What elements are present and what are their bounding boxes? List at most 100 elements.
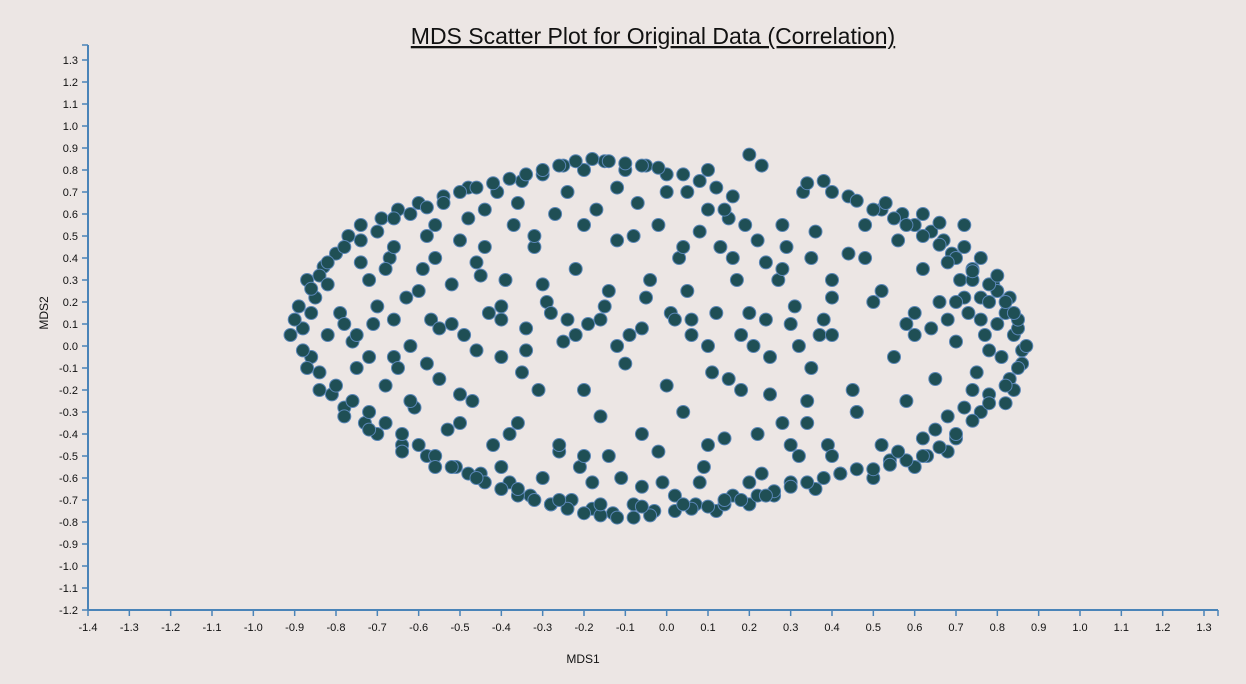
scatter-point bbox=[812, 328, 827, 342]
scatter-point bbox=[1019, 339, 1034, 353]
scatter-point bbox=[866, 462, 881, 477]
x-tick-label: 0.3 bbox=[783, 622, 798, 634]
scatter-point bbox=[915, 207, 930, 221]
scatter-point bbox=[742, 147, 757, 162]
scatter-point bbox=[362, 405, 377, 419]
scatter-point bbox=[634, 499, 649, 514]
scatter-point bbox=[887, 350, 901, 364]
scatter-point bbox=[816, 174, 831, 188]
x-tick-label: 1.3 bbox=[1196, 622, 1211, 634]
scatter-point bbox=[568, 262, 583, 276]
scatter-point bbox=[701, 202, 715, 217]
scatter-point bbox=[734, 328, 749, 342]
scatter-point bbox=[552, 493, 567, 507]
scatter-point bbox=[461, 211, 476, 226]
scatter-point bbox=[957, 400, 972, 415]
x-axis-title: MDS1 bbox=[566, 652, 600, 666]
scatter-point bbox=[320, 255, 335, 270]
scatter-point bbox=[977, 328, 992, 342]
scatter-point bbox=[961, 306, 976, 320]
scatter-point bbox=[651, 160, 666, 175]
scatter-point bbox=[304, 306, 319, 320]
scatter-point bbox=[874, 438, 889, 452]
scatter-point bbox=[295, 343, 310, 358]
scatter-point bbox=[614, 471, 629, 485]
y-tick-label: 1.2 bbox=[63, 77, 78, 89]
scatter-point bbox=[295, 321, 310, 336]
scatter-point bbox=[965, 383, 980, 397]
scatter-point bbox=[982, 277, 997, 292]
scatter-point bbox=[494, 460, 509, 474]
scatter-point bbox=[651, 218, 666, 232]
scatter-point bbox=[560, 185, 575, 199]
scatter-point bbox=[494, 482, 509, 496]
scatter-point bbox=[378, 416, 393, 430]
y-tick-label: 0.1 bbox=[63, 319, 78, 331]
y-axis: 1.3 1.2 1.1 1.0 0.9 0.8 0.7 0.6 0.5 0.4 0.3 0.2 0.1 0… bbox=[59, 44, 89, 617]
scatter-point bbox=[337, 317, 352, 331]
scatter-point bbox=[601, 154, 616, 169]
scatter-point bbox=[804, 361, 819, 375]
x-tick-label: -1.2 bbox=[161, 622, 180, 634]
scatter-point bbox=[849, 193, 864, 208]
scatter-point bbox=[928, 372, 943, 386]
scatter-point bbox=[444, 277, 459, 292]
scatter-point bbox=[510, 482, 525, 496]
scatter-point bbox=[800, 176, 815, 191]
scatter-point bbox=[676, 167, 691, 182]
scatter-point bbox=[1006, 306, 1021, 320]
scatter-point bbox=[481, 306, 496, 320]
scatter-point bbox=[680, 284, 695, 298]
scatter-point bbox=[709, 306, 724, 320]
scatter-point bbox=[982, 396, 997, 411]
scatter-point bbox=[982, 295, 997, 309]
y-tick-label: -0.4 bbox=[59, 429, 78, 441]
scatter-point bbox=[465, 394, 480, 408]
x-tick-label: 0.8 bbox=[990, 622, 1005, 634]
scatter-point bbox=[800, 416, 815, 430]
scatter-point bbox=[291, 299, 306, 314]
scatter-point bbox=[659, 378, 674, 393]
data-points bbox=[283, 147, 1034, 525]
scatter-point bbox=[692, 224, 707, 239]
scatter-point bbox=[411, 284, 426, 298]
scatter-point bbox=[502, 171, 517, 186]
scatter-point bbox=[552, 438, 567, 452]
scatter-point bbox=[440, 422, 455, 437]
scatter-point bbox=[585, 152, 600, 166]
scatter-point bbox=[791, 339, 806, 353]
scatter-point bbox=[469, 255, 484, 270]
y-tick-label: -0.5 bbox=[59, 451, 78, 463]
scatter-point bbox=[750, 427, 765, 441]
x-tick-label: 0.7 bbox=[948, 622, 963, 634]
scatter-point bbox=[858, 251, 873, 265]
scatter-point bbox=[353, 233, 368, 248]
scatter-point bbox=[403, 207, 418, 221]
scatter-point bbox=[560, 501, 575, 516]
scatter-point bbox=[705, 365, 720, 380]
scatter-point bbox=[882, 457, 897, 472]
x-tick-label: 0.5 bbox=[866, 622, 881, 634]
scatter-point bbox=[593, 409, 608, 424]
scatter-point bbox=[304, 281, 319, 296]
scatter-point bbox=[386, 312, 401, 327]
scatter-point bbox=[568, 328, 583, 342]
scatter-point bbox=[486, 438, 501, 452]
scatter-point bbox=[969, 365, 984, 380]
scatter-point bbox=[643, 508, 658, 523]
x-tick-label: -1.3 bbox=[120, 622, 139, 634]
scatter-point bbox=[915, 229, 930, 243]
scatter-point bbox=[510, 196, 525, 210]
scatter-point bbox=[634, 158, 649, 173]
scatter-point bbox=[725, 189, 740, 204]
scatter-point bbox=[825, 185, 839, 199]
scatter-point bbox=[701, 438, 715, 452]
scatter-point bbox=[593, 497, 608, 512]
scatter-point bbox=[597, 299, 612, 314]
scatter-point bbox=[953, 273, 968, 287]
scatter-point bbox=[399, 290, 414, 305]
scatter-point bbox=[721, 372, 736, 386]
scatter-point bbox=[424, 312, 439, 327]
scatter-point bbox=[866, 295, 881, 309]
x-tick-label: 1.0 bbox=[1072, 622, 1087, 634]
